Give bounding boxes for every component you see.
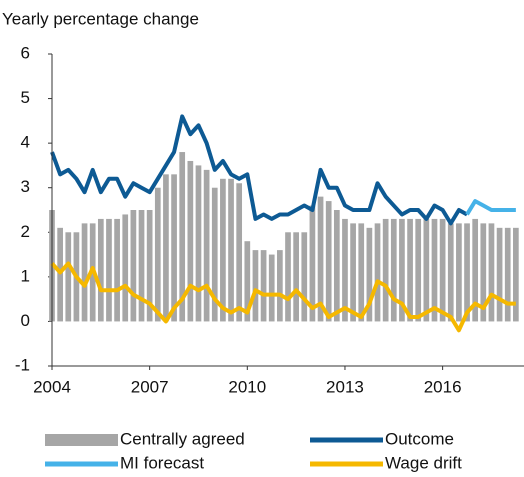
bar [390,218,397,322]
legend-label: Wage drift [385,453,462,472]
line [50,114,468,226]
y-tick-label: 3 [21,177,30,196]
bar [496,227,503,322]
y-tick-label: 6 [21,43,30,62]
bar [464,223,470,322]
bar [301,232,308,322]
bar [220,178,226,322]
bar [130,210,137,322]
x-tick-label: 2004 [33,377,71,396]
bar [106,218,112,322]
bar [431,218,438,322]
bar [382,218,389,322]
bar [447,223,454,322]
bar [504,227,511,322]
bar [480,223,487,322]
bar [317,196,324,322]
legend-label: Centrally agreed [120,429,245,448]
bar [114,218,120,322]
x-tick-label: 2013 [326,377,364,396]
bar [146,210,153,322]
y-tick-label: 2 [21,222,30,241]
bar [179,152,186,322]
x-tick-label: 2007 [131,377,169,396]
bar [268,254,275,322]
y-tick-label: 0 [21,311,30,330]
bar [407,218,413,322]
bar [252,250,259,322]
bar [81,223,88,322]
bar [163,174,169,322]
bar [260,250,267,322]
x-tick-label: 2010 [228,377,266,396]
bar [399,218,405,322]
bar [342,218,348,322]
bar [350,223,356,322]
bar [65,232,72,322]
bar [187,160,194,322]
bar [374,223,381,322]
y-tick-label: 1 [21,266,30,285]
bar [285,232,291,322]
bar [472,218,479,322]
bar [333,210,340,322]
bar [203,169,210,322]
x-tick-label: 2016 [424,377,462,396]
bar [293,232,299,322]
bar [97,218,104,322]
bar [277,250,283,322]
legend-label: Outcome [385,429,454,448]
bar [423,218,430,322]
bar [488,223,495,322]
bar [138,210,145,322]
bar [195,165,202,322]
bar [228,178,234,322]
bar [513,227,519,322]
bar [236,183,243,322]
chart-title: Yearly percentage change [2,9,199,28]
bar [309,205,316,322]
y-tick-label: -1 [15,355,30,374]
bar [325,201,332,322]
y-tick-label: 4 [21,133,30,152]
bar [154,187,161,322]
bar [358,223,365,322]
legend-swatch [45,434,118,446]
bar [211,187,218,322]
bar [439,218,446,322]
bar [244,241,251,322]
bar [57,227,63,322]
bar [366,227,373,322]
line [50,261,516,333]
bar [456,223,462,322]
line [465,199,516,216]
bar [171,174,177,322]
legend-label: MI forecast [120,453,204,472]
y-tick-label: 5 [21,88,30,107]
bar [415,218,422,322]
bar [122,214,129,322]
